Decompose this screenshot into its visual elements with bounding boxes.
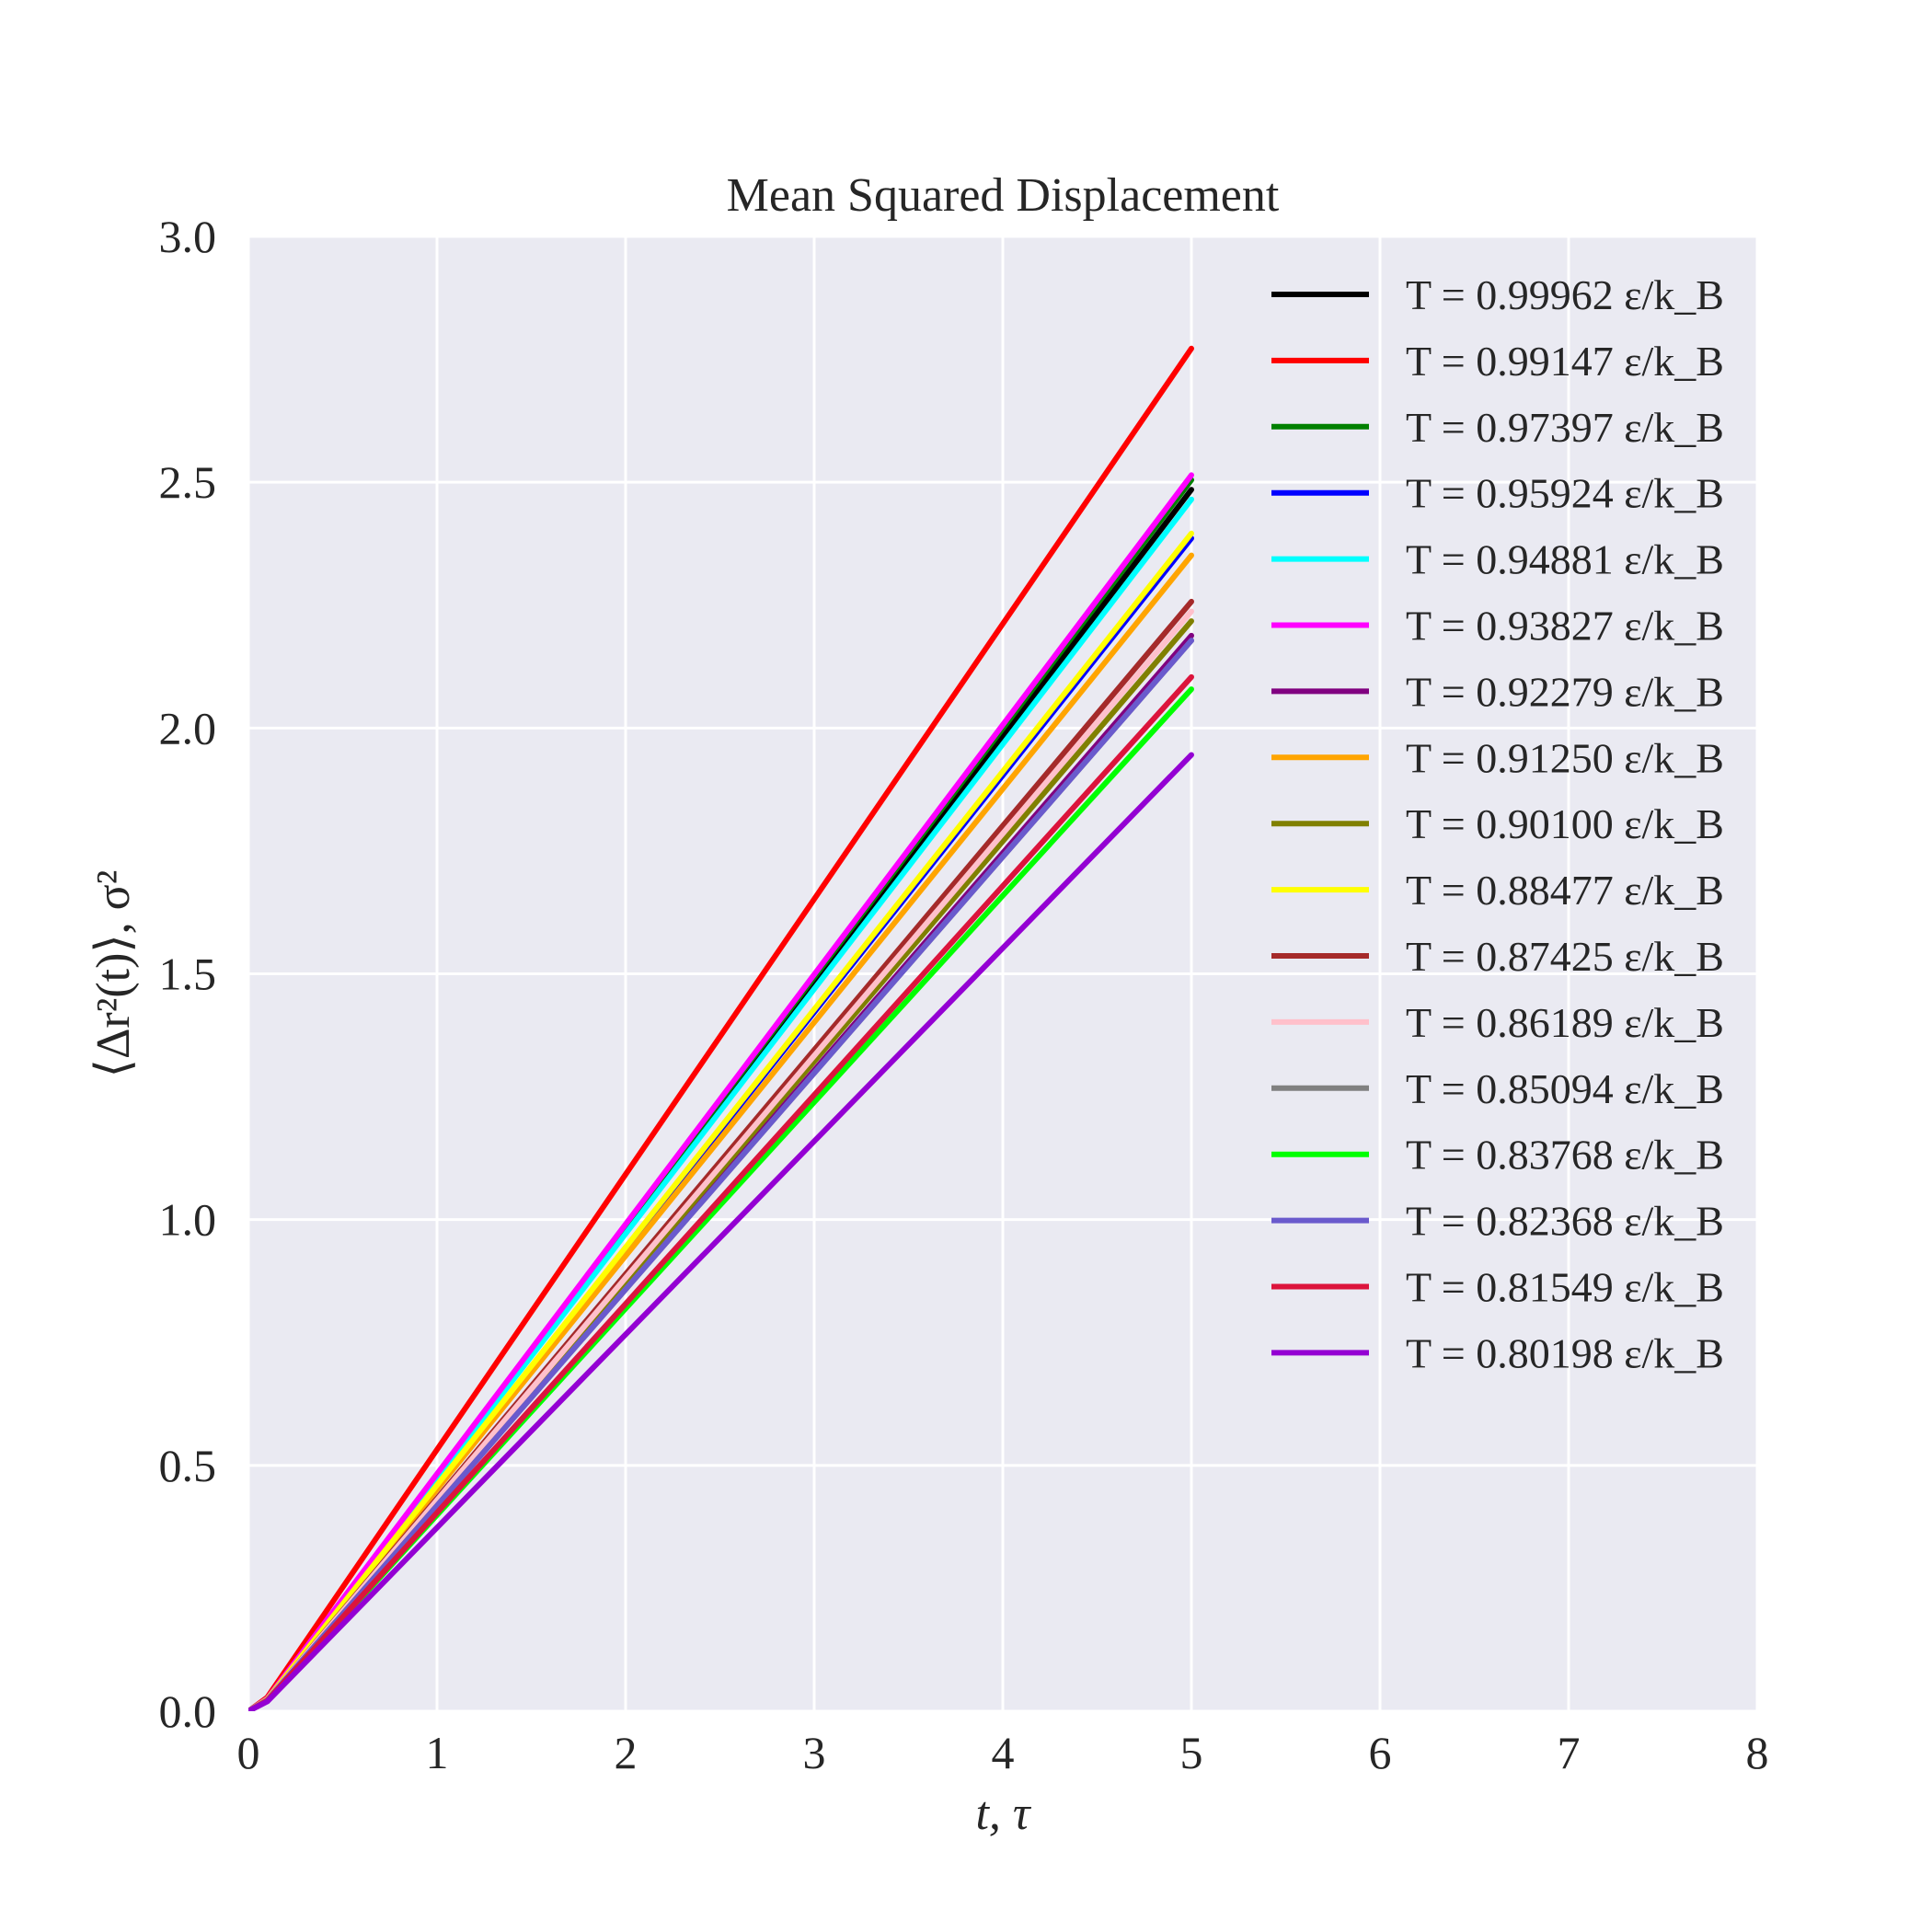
- legend-label-7: T = 0.91250 ε/k_B: [1406, 734, 1724, 781]
- legend-label-8: T = 0.90100 ε/k_B: [1406, 800, 1724, 847]
- legend-label-10: T = 0.87425 ε/k_B: [1406, 933, 1724, 980]
- y-tick-label: 1.5: [159, 949, 217, 1000]
- x-tick-label: 6: [1369, 1727, 1392, 1778]
- y-tick-label: 3.0: [159, 211, 217, 262]
- legend-label-11: T = 0.86189 ε/k_B: [1406, 999, 1724, 1046]
- x-tick-labels: 0 1 2 3 4 5 6 7 8: [237, 1727, 1769, 1778]
- series-lines: [248, 345, 1194, 1711]
- legend-label-0: T = 0.99962 ε/k_B: [1406, 271, 1724, 318]
- legend-label-14: T = 0.82368 ε/k_B: [1406, 1198, 1724, 1245]
- legend-label-1: T = 0.99147 ε/k_B: [1406, 338, 1724, 385]
- legend-label-2: T = 0.97397 ε/k_B: [1406, 404, 1724, 451]
- legend-label-9: T = 0.88477 ε/k_B: [1406, 867, 1724, 914]
- chart-title: Mean Squared Displacement: [727, 169, 1280, 222]
- legend-label-4: T = 0.94881 ε/k_B: [1406, 536, 1724, 583]
- x-tick-label: 7: [1558, 1727, 1581, 1778]
- legend-label-13: T = 0.83768 ε/k_B: [1406, 1132, 1724, 1179]
- series-line-16: [248, 752, 1194, 1711]
- y-tick-label: 2.0: [159, 702, 217, 753]
- legend: T = 0.99962 ε/k_B T = 0.99147 ε/k_B T = 0.…: [1271, 271, 1724, 1376]
- x-tick-label: 3: [803, 1727, 826, 1778]
- y-axis-label: ⟨Δr²(t)⟩, σ²: [87, 870, 140, 1078]
- y-tick-label: 1.0: [159, 1194, 217, 1246]
- legend-label-16: T = 0.80198 ε/k_B: [1406, 1329, 1724, 1376]
- legend-label-5: T = 0.93827 ε/k_B: [1406, 603, 1724, 650]
- y-tick-label: 2.5: [159, 456, 217, 508]
- x-tick-label: 4: [992, 1727, 1015, 1778]
- x-tick-label: 8: [1746, 1727, 1769, 1778]
- legend-label-3: T = 0.95924 ε/k_B: [1406, 470, 1724, 517]
- x-tick-label: 5: [1180, 1727, 1203, 1778]
- legend-label-12: T = 0.85094 ε/k_B: [1406, 1065, 1724, 1112]
- y-tick-labels: 0.0 0.5 1.0 1.5 2.0 2.5 3.0: [159, 211, 217, 1737]
- x-axis-label: t, τ: [975, 1788, 1031, 1840]
- legend-label-15: T = 0.81549 ε/k_B: [1406, 1264, 1724, 1311]
- y-tick-label: 0.5: [159, 1440, 217, 1491]
- legend-label-6: T = 0.92279 ε/k_B: [1406, 668, 1724, 715]
- x-tick-label: 1: [426, 1727, 449, 1778]
- y-tick-label: 0.0: [159, 1685, 217, 1737]
- x-tick-label: 2: [615, 1727, 638, 1778]
- x-tick-label: 0: [237, 1727, 260, 1778]
